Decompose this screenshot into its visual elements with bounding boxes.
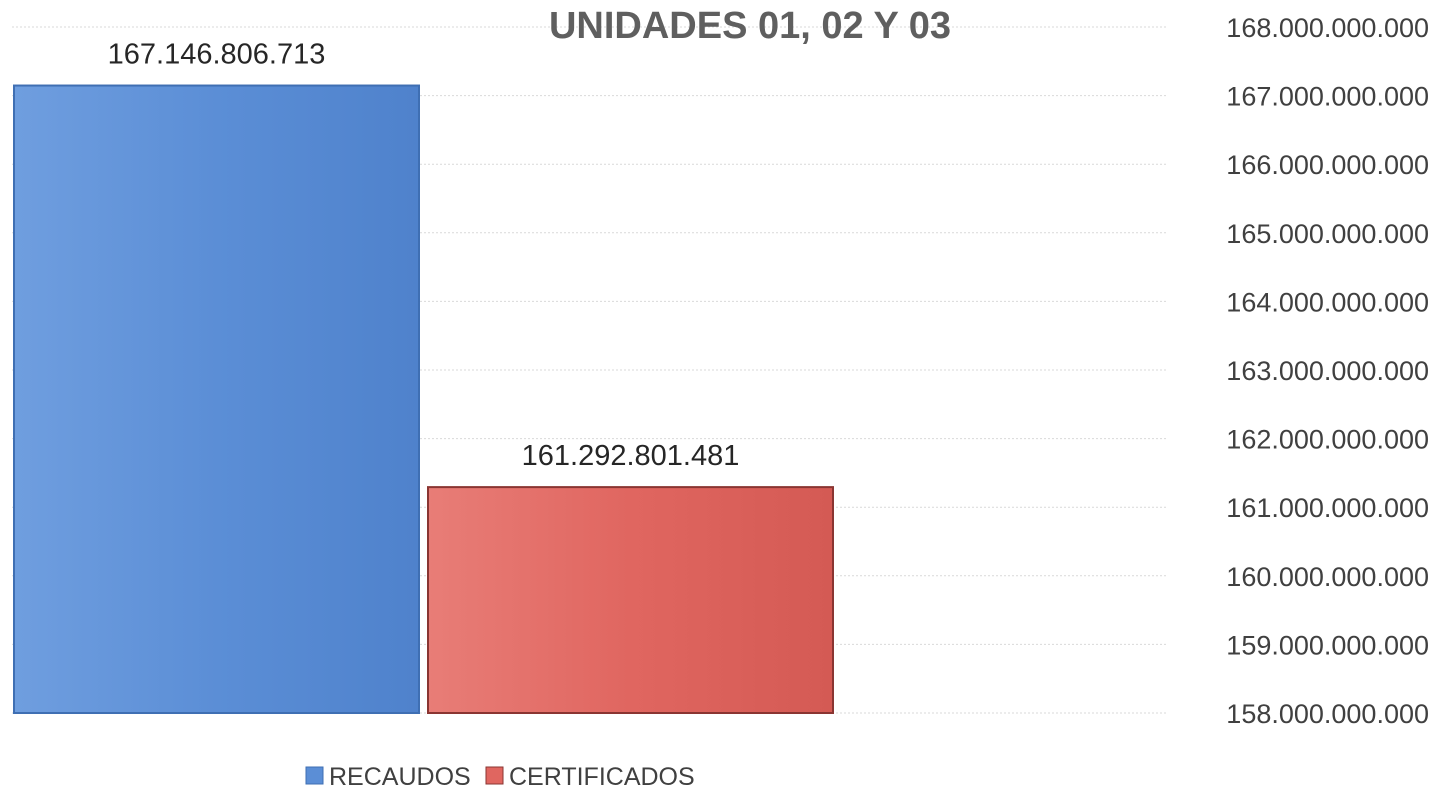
bar-certificados <box>427 486 834 715</box>
legend: RECAUDOS CERTIFICADOS <box>305 763 695 791</box>
y-tick-label: 160.000.000.000 <box>1226 562 1429 592</box>
y-axis: 168.000.000.000 167.000.000.000 166.000.00… <box>1226 13 1429 729</box>
y-tick-label: 165.000.000.000 <box>1226 219 1429 249</box>
data-label-recaudos: 167.146.806.713 <box>108 39 326 71</box>
y-tick-label: 167.000.000.000 <box>1226 82 1429 112</box>
legend-label-certificados: CERTIFICADOS <box>509 763 695 791</box>
y-tick-label: 159.000.000.000 <box>1226 630 1429 660</box>
y-tick-label: 161.000.000.000 <box>1226 493 1429 523</box>
legend-swatch-certificados <box>485 766 504 785</box>
bar-recaudos <box>13 84 420 715</box>
legend-swatch-recaudos <box>305 766 324 785</box>
y-tick-label: 163.000.000.000 <box>1226 356 1429 386</box>
y-tick-label: 168.000.000.000 <box>1226 13 1429 43</box>
y-tick-label: 164.000.000.000 <box>1226 287 1429 317</box>
chart-title: UNIDADES 01, 02 Y 03 <box>549 5 951 47</box>
y-tick-label: 162.000.000.000 <box>1226 425 1429 455</box>
data-label-certificados: 161.292.801.481 <box>522 440 740 472</box>
bars <box>13 84 834 715</box>
legend-label-recaudos: RECAUDOS <box>329 763 471 791</box>
data-labels: 167.146.806.713 161.292.801.481 <box>108 39 740 473</box>
y-tick-label: 158.000.000.000 <box>1226 699 1429 729</box>
y-tick-label: 166.000.000.000 <box>1226 150 1429 180</box>
